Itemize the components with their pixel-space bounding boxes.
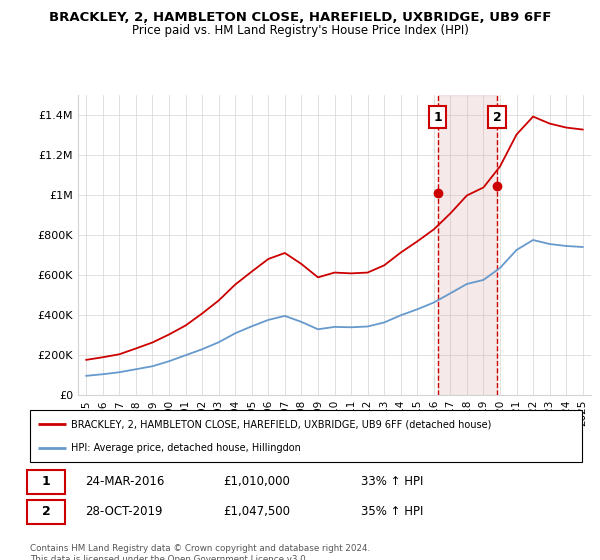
Bar — [437, 95, 497, 395]
Text: BRACKLEY, 2, HAMBLETON CLOSE, HAREFIELD, UXBRIDGE, UB9 6FF: BRACKLEY, 2, HAMBLETON CLOSE, HAREFIELD,… — [49, 11, 551, 24]
Text: £1,047,500: £1,047,500 — [223, 505, 290, 518]
Text: 2: 2 — [41, 505, 50, 518]
Text: 1: 1 — [41, 475, 50, 488]
Text: 2: 2 — [493, 111, 502, 124]
Text: Contains HM Land Registry data © Crown copyright and database right 2024.
This d: Contains HM Land Registry data © Crown c… — [30, 544, 370, 560]
Text: HPI: Average price, detached house, Hillingdon: HPI: Average price, detached house, Hill… — [71, 443, 301, 453]
Text: BRACKLEY, 2, HAMBLETON CLOSE, HAREFIELD, UXBRIDGE, UB9 6FF (detached house): BRACKLEY, 2, HAMBLETON CLOSE, HAREFIELD,… — [71, 419, 492, 430]
Text: 24-MAR-2016: 24-MAR-2016 — [85, 475, 164, 488]
FancyBboxPatch shape — [27, 500, 65, 524]
FancyBboxPatch shape — [30, 410, 582, 462]
Text: 33% ↑ HPI: 33% ↑ HPI — [361, 475, 424, 488]
Text: Price paid vs. HM Land Registry's House Price Index (HPI): Price paid vs. HM Land Registry's House … — [131, 24, 469, 36]
Text: 35% ↑ HPI: 35% ↑ HPI — [361, 505, 424, 518]
Text: £1,010,000: £1,010,000 — [223, 475, 290, 488]
Text: 1: 1 — [433, 111, 442, 124]
Text: 28-OCT-2019: 28-OCT-2019 — [85, 505, 163, 518]
FancyBboxPatch shape — [27, 470, 65, 494]
